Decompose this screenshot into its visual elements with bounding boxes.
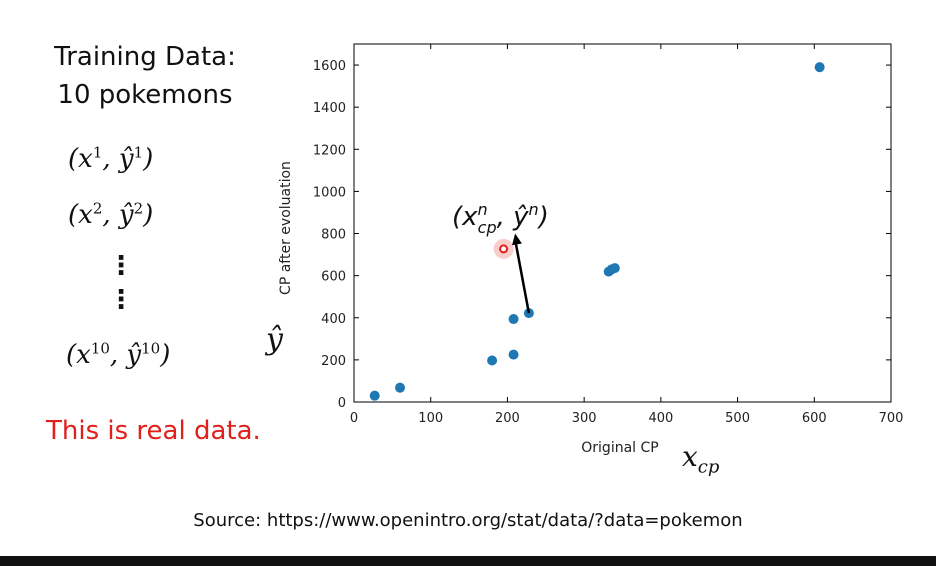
tuple-2: (x2, ŷ2) xyxy=(68,200,153,230)
annotation-sup: n xyxy=(478,200,488,219)
title-line-1: Training Data: xyxy=(54,42,236,72)
y-tick-label: 0 xyxy=(338,396,346,411)
x-cp-base: x xyxy=(682,440,698,473)
x-axis-label: Original CP xyxy=(581,440,658,456)
x-tick-label: 600 xyxy=(802,411,827,426)
y-tick-label: 600 xyxy=(321,270,346,285)
real-data-note: This is real data. xyxy=(46,416,261,446)
x-tick-label: 200 xyxy=(495,411,520,426)
data-point xyxy=(609,263,620,274)
training-data-title: Training Data: 10 pokemons xyxy=(30,38,260,114)
y-tick-label: 1000 xyxy=(313,185,346,200)
y-tick-label: 400 xyxy=(321,312,346,327)
y-tick-label: 1200 xyxy=(313,143,346,158)
x-tick-label: 0 xyxy=(350,411,358,426)
annotation-sup2: n xyxy=(529,200,539,219)
y-tick-label: 1400 xyxy=(313,101,346,116)
tuple-10: (x10, ŷ10) xyxy=(66,340,170,370)
data-points xyxy=(369,62,825,401)
tuple-1-sup-x: 1 xyxy=(92,143,103,162)
x-tick-label: 300 xyxy=(572,411,597,426)
data-point xyxy=(814,62,825,73)
annotation-close: ) xyxy=(537,202,549,232)
x-tick-label: 500 xyxy=(725,411,750,426)
tuple-2-sup-x: 2 xyxy=(92,199,103,218)
y-tick-label: 1600 xyxy=(313,59,346,74)
tuple-10-close: ) xyxy=(160,340,171,370)
title-line-2: 10 pokemons xyxy=(57,80,233,110)
tuple-1-sup-y: 1 xyxy=(133,143,144,162)
tuple-1-close: ) xyxy=(143,144,154,174)
x-cp-sub: cp xyxy=(697,456,720,478)
highlight-layer xyxy=(493,238,514,259)
y-ticks: 0 200 400 600 800 1000 1200 1400 1600 xyxy=(313,59,891,411)
tuple-1: (x1, ŷ1) xyxy=(68,144,153,174)
tuple-1-x: (x xyxy=(68,144,93,174)
x-cp-label: xcp xyxy=(682,440,719,478)
y-tick-label: 200 xyxy=(321,354,346,369)
axes-frame xyxy=(353,43,892,403)
x-tick-label: 100 xyxy=(418,411,443,426)
tuple-10-y: , ŷ xyxy=(109,340,142,370)
data-point xyxy=(369,390,380,401)
data-point xyxy=(395,382,406,393)
bottom-bar xyxy=(0,556,936,566)
source-citation: Source: https://www.openintro.org/stat/d… xyxy=(193,510,743,531)
x-ticks: 0 100 200 300 400 500 600 700 xyxy=(350,44,904,426)
tuple-10-sup-y: 10 xyxy=(141,339,161,358)
data-point xyxy=(508,314,519,325)
tuple-2-close: ) xyxy=(143,200,154,230)
arrow-head xyxy=(512,233,522,246)
x-tick-label: 400 xyxy=(648,411,673,426)
tuple-1-y: , ŷ xyxy=(102,144,134,174)
data-point xyxy=(487,355,498,366)
scatter-chart: 0 200 400 600 800 1000 1200 1400 1600 0 100 200 300… xyxy=(278,43,904,456)
tuple-10-x: (x xyxy=(66,340,91,370)
tuple-2-sup-y: 2 xyxy=(133,199,144,218)
y-hat-label: ŷ xyxy=(266,322,283,357)
data-point xyxy=(508,349,519,360)
y-tick-label: 800 xyxy=(321,228,346,243)
annotation-open: (x xyxy=(452,202,478,232)
arrow-layer xyxy=(512,233,531,314)
tuple-2-x: (x xyxy=(68,200,93,230)
tuple-2-y: , ŷ xyxy=(102,200,134,230)
point-annotation: (xn cp, ŷn) xyxy=(452,200,549,237)
arrow-shaft xyxy=(513,239,531,314)
x-tick-label: 700 xyxy=(879,411,904,426)
annotation-sub: cp xyxy=(478,218,497,237)
annotation-mid: , ŷ xyxy=(497,202,530,232)
y-axis-label: CP after evoluation xyxy=(278,161,294,295)
highlight-point xyxy=(499,244,509,254)
tuple-10-sup-x: 10 xyxy=(90,339,110,358)
plot-frame xyxy=(353,43,892,403)
